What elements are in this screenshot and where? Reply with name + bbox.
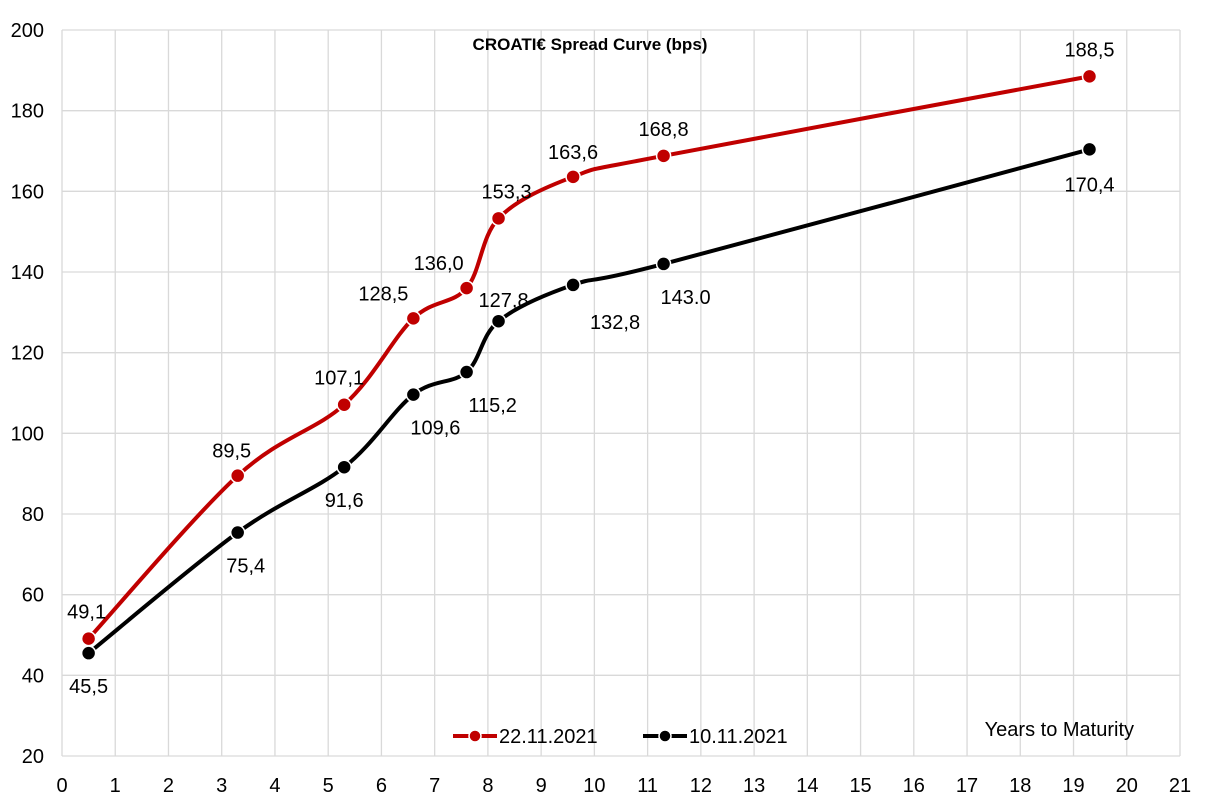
series-0-point-3 (405, 310, 422, 327)
y-tick-label: 180 (11, 101, 44, 123)
x-tick-label: 5 (323, 775, 334, 797)
series-0-point-2 (336, 396, 352, 413)
data-label-series-0-0: 49,1 (67, 602, 106, 624)
x-tick-label: 10 (583, 775, 605, 797)
series-0-point-8 (1081, 68, 1098, 85)
legend: 22.11.2021 10.11.2021 (453, 726, 788, 748)
x-tick-label: 12 (690, 775, 712, 797)
y-axis-ticks: 20 40 60 80 100 120 140 160 180 200 (11, 20, 44, 768)
series-1-point-8 (1081, 141, 1098, 158)
y-tick-label: 40 (22, 665, 44, 687)
x-tick-label: 16 (903, 775, 925, 797)
y-tick-label: 140 (11, 262, 44, 284)
data-label-series-1-6: 132,8 (590, 312, 640, 334)
x-tick-label: 11 (637, 775, 658, 797)
x-axis-label: Years to Maturity (985, 719, 1134, 741)
x-tick-label: 4 (269, 775, 280, 797)
data-label-series-0-6: 163,6 (548, 142, 598, 164)
data-label-series-1-0: 45,5 (69, 676, 108, 698)
x-tick-label: 15 (849, 775, 871, 797)
series-1-point-7 (655, 256, 672, 272)
series-1-point-5 (490, 313, 507, 329)
data-label-series-0-4: 136,0 (414, 253, 464, 275)
series-layer (80, 68, 1098, 661)
series-0-point-7 (655, 148, 672, 164)
y-tick-label: 100 (11, 423, 44, 445)
series-1-point-0 (80, 645, 97, 661)
y-tick-label: 60 (22, 585, 44, 607)
y-tick-label: 200 (11, 20, 44, 42)
y-tick-label: 120 (11, 343, 44, 365)
series-1-point-1 (229, 524, 246, 541)
legend-swatch-marker-10-11-2021 (658, 729, 672, 743)
data-label-series-1-4: 115,2 (468, 395, 517, 417)
x-tick-label: 8 (482, 775, 493, 797)
x-tick-label: 9 (536, 775, 547, 797)
series-line-1 (87, 147, 1091, 655)
chart-grid (61, 29, 1181, 757)
y-tick-label: 80 (22, 504, 44, 526)
x-axis-ticks: 0 1 2 3 4 5 6 7 8 9 10 11 12 13 14 15 16 17 18 19 20 21 (56, 775, 1191, 797)
legend-label-22-11-2021: 22.11.2021 (499, 726, 598, 748)
x-tick-label: 2 (163, 775, 174, 797)
x-tick-label: 18 (1009, 775, 1031, 797)
data-label-series-0-5: 153,3 (482, 181, 532, 203)
y-tick-label: 160 (11, 181, 44, 203)
chart-title: CROATI€ Spread Curve (bps) (473, 35, 708, 54)
data-label-series-1-8: 170,4 (1064, 174, 1114, 196)
series-1-point-6 (565, 277, 581, 293)
series-0-point-1 (229, 467, 246, 484)
x-tick-label: 6 (376, 775, 387, 797)
data-label-series-0-3: 128,5 (358, 283, 408, 305)
x-tick-label: 14 (796, 775, 818, 797)
data-label-series-0-7: 168,8 (639, 119, 689, 141)
series-0-point-6 (565, 169, 581, 185)
legend-swatch-marker-22-11-2021 (468, 729, 482, 743)
x-tick-label: 1 (110, 775, 121, 797)
x-tick-label: 19 (1062, 775, 1084, 797)
data-labels: 49,1 89,5 107,1 128,5 136,0 153,3 163,6 168,8 18… (67, 39, 1114, 698)
data-label-series-0-1: 89,5 (212, 441, 251, 463)
data-label-series-1-5: 127,8 (479, 290, 529, 312)
data-label-series-0-2: 107,1 (314, 368, 364, 390)
x-tick-label: 17 (956, 775, 978, 797)
series-1-point-4 (458, 364, 475, 380)
data-label-series-1-7: 143.0 (661, 287, 711, 309)
legend-label-10-11-2021: 10.11.2021 (689, 726, 788, 748)
data-label-series-1-1: 75,4 (226, 556, 265, 578)
series-0-point-5 (490, 210, 507, 227)
data-label-series-1-2: 91,6 (325, 490, 364, 512)
x-tick-label: 21 (1169, 775, 1191, 797)
data-label-series-1-3: 109,6 (410, 418, 460, 440)
series-1-point-3 (405, 386, 422, 403)
x-tick-label: 13 (743, 775, 765, 797)
y-tick-label: 20 (22, 746, 44, 768)
series-line-0 (87, 74, 1090, 640)
x-tick-label: 0 (56, 775, 67, 797)
series-1-point-2 (336, 459, 352, 475)
series-0-point-0 (80, 630, 97, 647)
x-tick-label: 20 (1116, 775, 1138, 797)
x-tick-label: 3 (216, 775, 227, 797)
data-label-series-0-8: 188,5 (1064, 39, 1114, 61)
series-0-point-4 (458, 280, 475, 296)
x-tick-label: 7 (429, 775, 440, 797)
